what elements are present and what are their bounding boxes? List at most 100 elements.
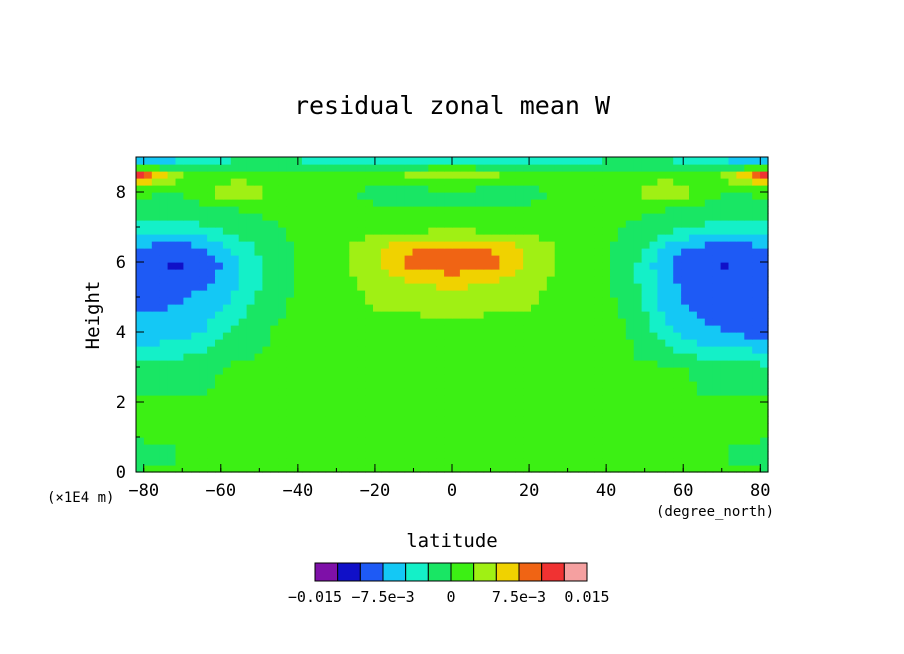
contour-cell [507, 402, 516, 410]
contour-cell [294, 255, 303, 263]
contour-cell [444, 192, 453, 200]
contour-cell [760, 360, 769, 368]
contour-cell [365, 241, 374, 249]
contour-cell [617, 276, 627, 284]
contour-cell [704, 423, 714, 431]
contour-cell [546, 325, 556, 333]
contour-cell [610, 374, 619, 382]
contour-cell [286, 297, 295, 305]
contour-cell [649, 332, 658, 340]
contour-cell [728, 283, 737, 291]
contour-cell [689, 178, 698, 186]
contour-cell [278, 437, 287, 445]
contour-cell [744, 395, 753, 403]
contour-cell [159, 402, 169, 410]
contour-cell [538, 381, 548, 389]
contour-cell [230, 374, 240, 382]
contour-cell [317, 353, 327, 361]
contour-cell [483, 311, 493, 319]
contour-cell [262, 353, 271, 361]
contour-cell [736, 241, 745, 249]
contour-cell [333, 157, 342, 165]
contour-cell [373, 234, 382, 242]
contour-cell [459, 318, 469, 326]
contour-cell [491, 178, 500, 186]
contour-cell [523, 451, 532, 459]
contour-cell [531, 269, 540, 277]
contour-cell [578, 402, 587, 410]
contour-cell [222, 290, 232, 298]
contour-cell [444, 206, 453, 214]
contour-cell [673, 409, 682, 417]
contour-cell [436, 164, 445, 172]
contour-cell [341, 290, 350, 298]
contour-cell [199, 332, 208, 340]
contour-cell [515, 332, 524, 340]
contour-cell [246, 465, 256, 473]
contour-cell [720, 297, 730, 305]
contour-cell [333, 325, 342, 333]
contour-cell [167, 241, 177, 249]
contour-cell [444, 395, 453, 403]
contour-cell [736, 269, 745, 277]
contour-cell [294, 444, 303, 452]
contour-cell [673, 248, 682, 256]
contour-cell [143, 374, 153, 382]
contour-cell [136, 192, 145, 200]
contour-cell [515, 241, 524, 249]
contour-cell [744, 451, 753, 459]
contour-cell [712, 276, 722, 284]
contour-cell [554, 178, 564, 186]
contour-cell [752, 178, 761, 186]
contour-cell [696, 227, 706, 235]
contour-cell [183, 262, 192, 270]
contour-cell [278, 318, 287, 326]
contour-cell [143, 164, 153, 172]
contour-cell [720, 269, 730, 277]
contour-cell [286, 409, 295, 417]
contour-cell [444, 318, 453, 326]
contour-cell [444, 213, 453, 221]
contour-cell [341, 220, 350, 228]
contour-cell [499, 353, 508, 361]
contour-cell [317, 248, 327, 256]
contour-cell [436, 346, 445, 354]
contour-cell [199, 185, 208, 193]
contour-cell [341, 395, 350, 403]
contour-cell [143, 458, 153, 466]
contour-cell [704, 297, 714, 305]
contour-cell [467, 311, 477, 319]
contour-cell [246, 325, 256, 333]
contour-cell [515, 192, 524, 200]
contour-cell [594, 255, 603, 263]
contour-cell [230, 318, 240, 326]
contour-cell [136, 178, 145, 186]
contour-cell [531, 262, 540, 270]
contour-cell [215, 374, 224, 382]
contour-cell [151, 248, 161, 256]
contour-cell [373, 416, 382, 424]
contour-cell [736, 465, 745, 473]
contour-cell [373, 332, 382, 340]
contour-cell [246, 290, 256, 298]
contour-cell [673, 465, 682, 473]
contour-cell [301, 304, 311, 312]
contour-cell [436, 339, 445, 347]
contour-cell [586, 444, 595, 452]
contour-cell [428, 423, 437, 431]
contour-cell [602, 220, 611, 228]
contour-cell [562, 430, 572, 438]
contour-cell [230, 227, 240, 235]
contour-cell [246, 339, 256, 347]
contour-cell [199, 465, 208, 473]
contour-cell [373, 192, 382, 200]
contour-cell [349, 164, 358, 172]
contour-cell [475, 171, 485, 179]
contour-cell [752, 402, 761, 410]
contour-cell [459, 458, 469, 466]
contour-cell [523, 430, 532, 438]
contour-cell [404, 402, 414, 410]
contour-cell [151, 171, 161, 179]
contour-cell [594, 276, 603, 284]
contour-cell [325, 262, 335, 270]
